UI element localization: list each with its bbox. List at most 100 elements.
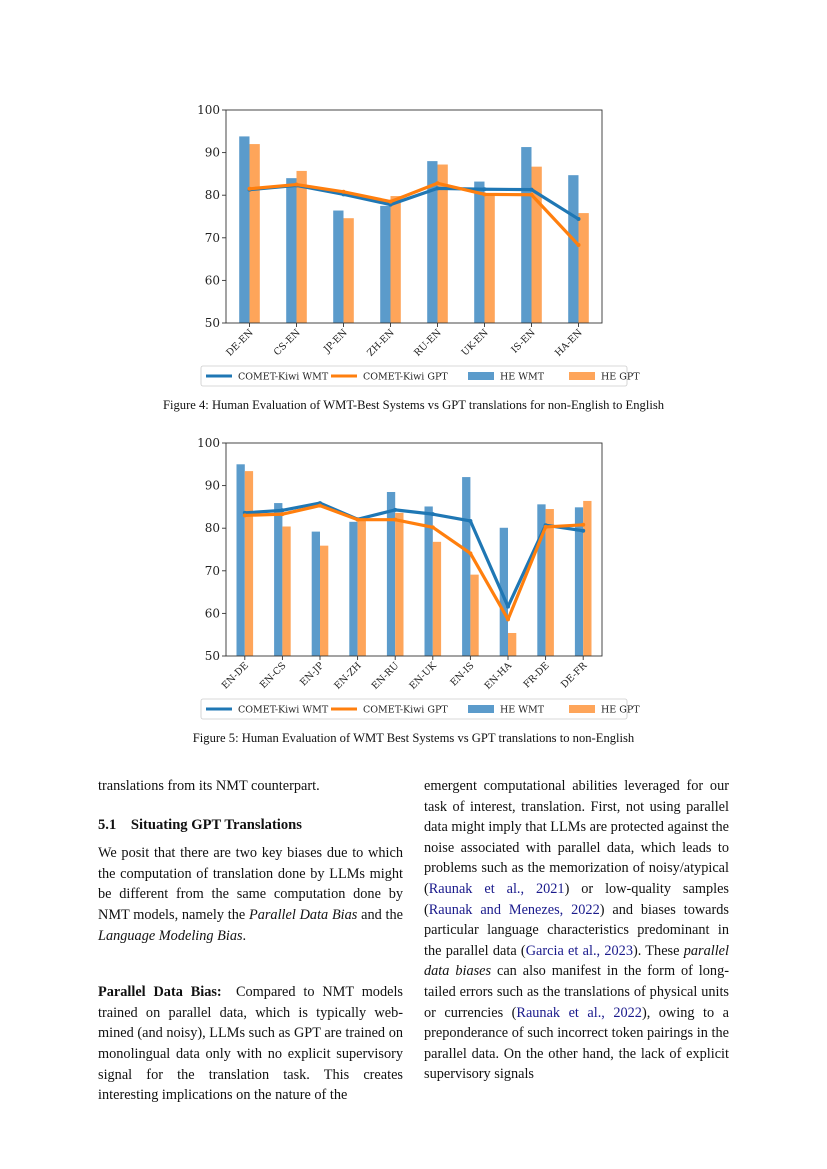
legend-label: HE WMT	[500, 705, 545, 716]
citation-link[interactable]: Raunak and Menezes, 2022	[428, 901, 600, 918]
y-tick-label: 90	[205, 479, 220, 493]
point-comet-kiwi-gpt	[581, 522, 586, 527]
bar-he-gpt	[437, 164, 448, 323]
plot-frame	[225, 109, 603, 324]
point-comet-kiwi-wmt	[393, 507, 398, 512]
text-run: ) and biases towards particular language…	[424, 901, 729, 959]
x-tick-label: EN-ZH	[332, 660, 363, 691]
bar-he-gpt	[508, 632, 517, 656]
legend-swatch-bar	[569, 372, 595, 380]
bar-he-wmt	[349, 521, 358, 656]
legend-label: HE GPT	[601, 372, 640, 383]
bar-he-gpt	[320, 545, 329, 656]
left-column: translations from its NMT counterpart. 5…	[98, 776, 403, 1106]
point-comet-kiwi-wmt	[468, 518, 473, 523]
point-comet-kiwi-gpt	[506, 617, 510, 622]
bar-he-wmt	[462, 477, 471, 656]
text-run: ), owing to a preponderance of such inco…	[424, 1004, 729, 1083]
legend-label: COMET-Kiwi GPT	[363, 372, 448, 383]
legend-label: COMET-Kiwi GPT	[363, 705, 448, 716]
bar-he-gpt	[578, 213, 589, 323]
right-column: emergent computational abilities leverag…	[424, 776, 729, 1085]
bar-he-wmt	[521, 147, 532, 323]
paragraph-parallel-data-bias: Parallel Data Bias: Compared to NMT mode…	[98, 982, 403, 1106]
bar-he-gpt	[343, 218, 354, 323]
text-run: .	[242, 927, 247, 944]
point-comet-kiwi-gpt	[435, 181, 440, 186]
point-comet-kiwi-gpt	[529, 192, 534, 197]
bar-he-wmt	[424, 506, 433, 656]
bar-he-wmt	[574, 507, 584, 656]
bar-he-gpt	[282, 526, 291, 656]
plot-frame	[225, 442, 603, 657]
point-comet-kiwi-wmt	[506, 604, 510, 609]
legend	[200, 698, 628, 720]
point-comet-kiwi-gpt	[576, 243, 581, 248]
figure-5-chart: 50 60 70 80 90 100 EN-DE EN-CS EN-JP EN-ZH EN-RU EN…	[190, 428, 640, 728]
y-tick-label: 60	[205, 606, 220, 620]
bar-he-gpt	[357, 519, 366, 656]
bar-he-gpt	[484, 194, 495, 323]
bold-run-in-heading: Parallel Data Bias:	[98, 984, 222, 1001]
citation-link[interactable]: Raunak et al., 2022	[516, 1004, 642, 1021]
point-comet-kiwi-gpt	[318, 503, 322, 508]
x-tick-label: DE-EN	[224, 327, 255, 358]
text-run: can also manifest in the form of long-ta…	[424, 963, 729, 1021]
bar-he-wmt	[568, 175, 579, 323]
text-run: ). These	[632, 942, 684, 959]
text-run: and the	[357, 906, 404, 923]
legend-label: COMET-Kiwi WMT	[238, 372, 329, 383]
point-comet-kiwi-wmt	[280, 508, 285, 513]
figure-5-caption: Figure 5: Human Evaluation of WMT Best S…	[192, 731, 635, 745]
bar-he-wmt	[499, 527, 508, 656]
text-run: Compared to NMT models trained on parall…	[98, 984, 403, 1104]
y-tick-label: 100	[197, 103, 220, 117]
x-tick-label: EN-CS	[258, 660, 289, 691]
point-comet-kiwi-wmt	[435, 186, 440, 191]
bar-he-wmt	[474, 181, 485, 323]
italic-text: Language Modeling Bias	[98, 927, 243, 944]
y-tick-label: 70	[205, 231, 220, 245]
line-comet-kiwi-gpt	[244, 504, 584, 621]
legend	[200, 365, 628, 387]
text-run: translations from its NMT counterpart.	[98, 778, 320, 794]
x-tick-label: DE-FR	[559, 660, 590, 691]
citation-link[interactable]: Raunak et al., 2021	[428, 880, 565, 897]
bar-he-gpt	[432, 541, 442, 656]
x-tick-label: RU-EN	[412, 327, 443, 358]
point-comet-kiwi-gpt	[294, 182, 299, 187]
point-comet-kiwi-gpt	[280, 512, 285, 517]
x-tick-label: EN-DE	[220, 660, 251, 691]
x-tick-label: ZH-EN	[365, 327, 396, 358]
x-tick-label: CS-EN	[272, 327, 303, 358]
point-comet-kiwi-gpt	[393, 517, 398, 522]
legend-swatch-bar	[468, 372, 494, 380]
bar-he-gpt	[545, 509, 554, 656]
paragraph-biases: We posit that there are two key biases d…	[98, 843, 403, 946]
italic-text: parallel data biases	[424, 942, 729, 980]
bar-he-wmt	[311, 531, 320, 656]
intro-paragraph: translations from its NMT counterpart.	[98, 776, 403, 797]
y-tick-label: 80	[205, 521, 220, 535]
bar-he-gpt	[531, 166, 542, 323]
x-tick-label: JP-EN	[321, 327, 349, 355]
text-run: We posit that there are two key biases d…	[98, 845, 403, 923]
citation-link[interactable]: Garcia et al., 2023	[525, 942, 633, 959]
legend-swatch-bar	[569, 705, 595, 713]
bar-he-wmt	[386, 491, 396, 656]
figure-4-chart: 50 60 70 80 90 100 DE-EN CS-EN JP-EN ZH-EN RU-EN UK…	[190, 95, 640, 395]
legend-swatch-bar	[468, 705, 494, 713]
bar-he-wmt	[274, 503, 283, 656]
x-tick-label: UK-EN	[460, 327, 491, 358]
bar-he-wmt	[380, 205, 391, 323]
legend-label: HE GPT	[601, 705, 640, 716]
section-heading: 5.1 Situating GPT Translations	[98, 816, 302, 833]
figure-4-caption: Figure 4: Human Evaluation of WMT-Best S…	[162, 398, 665, 412]
bar-he-wmt	[239, 136, 250, 323]
bar-he-wmt	[286, 178, 297, 323]
bar-he-gpt	[296, 170, 307, 323]
bar-he-gpt	[249, 144, 260, 323]
legend-label: COMET-Kiwi WMT	[238, 705, 329, 716]
x-tick-label: IS-EN	[509, 327, 537, 355]
legend-label: HE WMT	[500, 372, 545, 383]
